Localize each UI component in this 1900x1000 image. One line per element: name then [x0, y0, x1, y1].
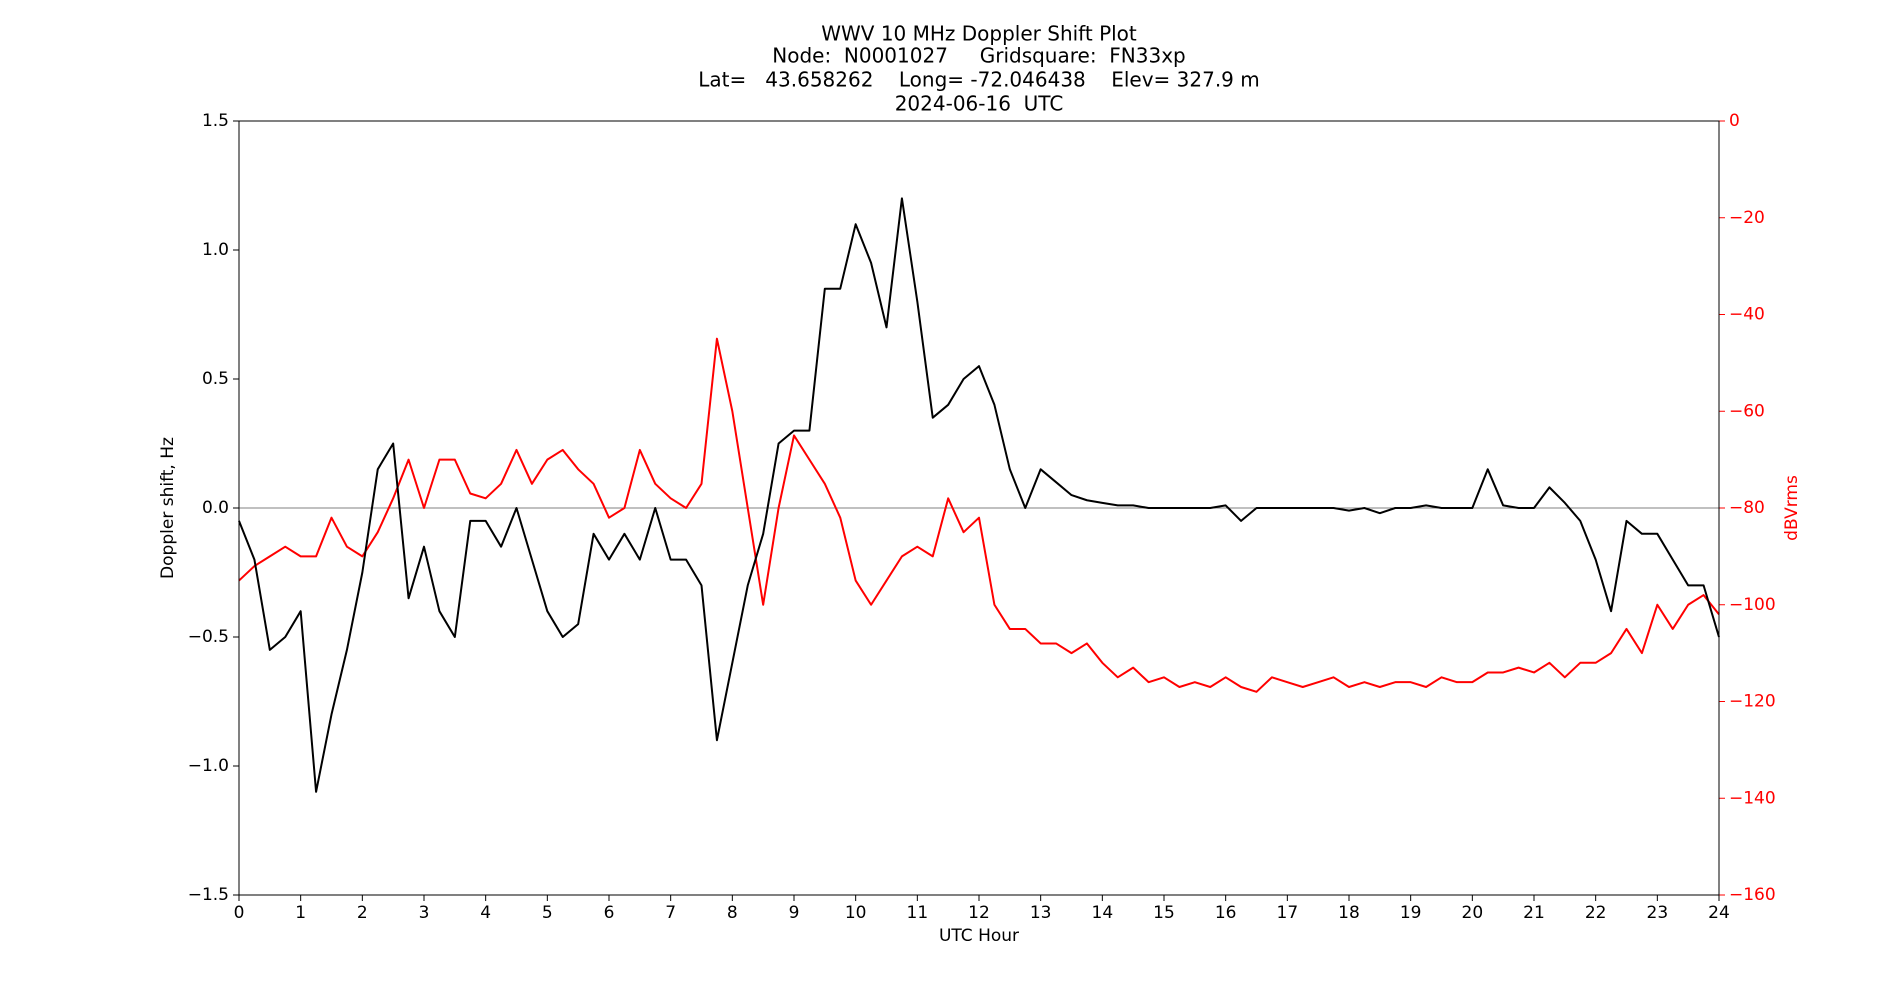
data-line	[238, 337, 1720, 693]
y-tick-label: −1.5	[188, 885, 229, 905]
y-tick-label: 0.5	[202, 369, 229, 389]
chart-subtitle: Lat= 43.658262 Long= -72.046438 Elev= 32…	[698, 68, 1260, 92]
x-tick-label: 3	[419, 903, 430, 923]
x-tick-label: 0	[234, 903, 245, 923]
y-tick-label: −0.5	[188, 627, 229, 647]
x-tick-label: 9	[789, 903, 800, 923]
y-axis-label: Doppler shift, Hz	[158, 437, 178, 579]
y-tick-label: 0.0	[202, 498, 229, 518]
x-tick-label: 4	[480, 903, 491, 923]
x-tick-label: 8	[727, 903, 738, 923]
x-tick-label: 2	[357, 903, 368, 923]
y2-axis-label: dBVrms	[1782, 475, 1802, 541]
y-tick-label: 1.5	[202, 111, 229, 131]
y2-tick-label: −60	[1729, 401, 1765, 421]
chart-subtitle: 2024-06-16 UTC	[895, 92, 1064, 116]
plot-frame	[238, 120, 1720, 896]
x-tick-label: 13	[1030, 903, 1052, 923]
x-tick-label: 22	[1585, 903, 1607, 923]
x-tick-label: 5	[542, 903, 553, 923]
x-tick-label: 24	[1708, 903, 1730, 923]
x-tick-label: 17	[1277, 903, 1299, 923]
x-tick-label: 21	[1523, 903, 1545, 923]
y2-tick-label: −160	[1729, 885, 1776, 905]
chart-title: WWV 10 MHz Doppler Shift Plot	[821, 22, 1137, 46]
x-tick-label: 1	[295, 903, 306, 923]
y2-tick-label: −20	[1729, 208, 1765, 228]
y2-tick-label: 0	[1729, 111, 1740, 131]
data-line	[238, 197, 1720, 793]
x-tick-label: 15	[1153, 903, 1175, 923]
x-tick-label: 14	[1092, 903, 1114, 923]
x-tick-label: 7	[665, 903, 676, 923]
x-tick-label: 19	[1400, 903, 1422, 923]
y2-tick-label: −100	[1729, 595, 1776, 615]
x-axis-label: UTC Hour	[939, 926, 1019, 946]
x-tick-label: 16	[1215, 903, 1237, 923]
x-tick-label: 23	[1647, 903, 1669, 923]
x-tick-label: 11	[907, 903, 929, 923]
x-tick-label: 10	[845, 903, 867, 923]
x-tick-label: 18	[1338, 903, 1360, 923]
x-tick-label: 12	[968, 903, 990, 923]
y2-tick-label: −140	[1729, 788, 1776, 808]
y2-tick-label: −80	[1729, 498, 1765, 518]
x-tick-label: 20	[1462, 903, 1484, 923]
y-tick-label: 1.0	[202, 240, 229, 260]
y-tick-label: −1.0	[188, 756, 229, 776]
y2-tick-label: −120	[1729, 692, 1776, 712]
y2-tick-label: −40	[1729, 305, 1765, 325]
chart-subtitle: Node: N0001027 Gridsquare: FN33xp	[772, 44, 1185, 68]
x-tick-label: 6	[604, 903, 615, 923]
